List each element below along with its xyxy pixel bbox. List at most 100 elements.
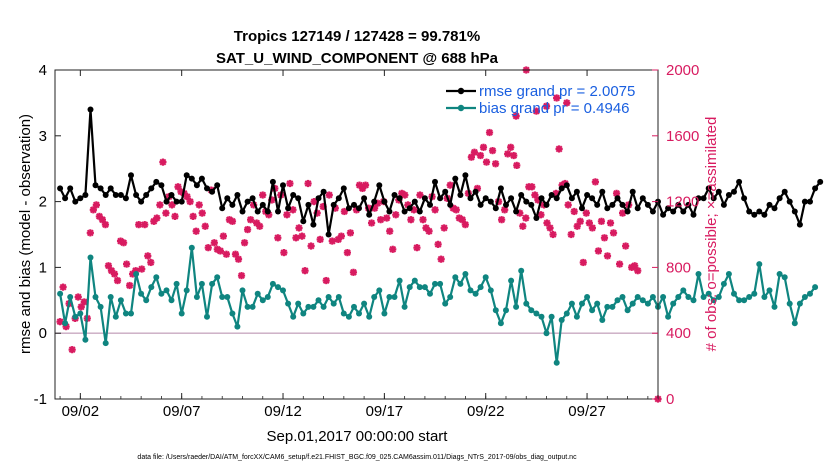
bias-point [158,290,165,297]
bias-point [639,297,646,304]
nobs-point [243,225,252,234]
nobs-point-stroke [153,214,161,222]
nobs-point-stroke [219,232,227,240]
nobs-point [216,247,224,255]
bias-point [315,297,322,304]
rmse-point [482,195,489,202]
bias-point [183,287,190,294]
nobs-point-stroke [504,150,512,158]
nobs-point [564,201,572,209]
nobs-point-stroke [280,249,288,257]
rmse-point [594,201,601,208]
rmse-point [320,188,327,195]
nobs-point-stroke [588,224,596,232]
bias-point [492,307,499,314]
nobs-point [240,239,249,247]
rmse-point [573,188,580,195]
nobs-point [292,234,300,242]
bias-point [356,310,362,317]
nobs-point-stroke [77,303,85,311]
rmse-point [315,195,322,202]
nobs-point [600,234,609,242]
rmse-point [776,195,783,202]
nobs-point [567,230,575,239]
bias-point [614,297,621,304]
rmse-point [634,205,641,212]
nobs-point-stroke [555,145,563,153]
rmse-point [731,188,737,195]
nobs-point-stroke [307,242,315,250]
y-axis-label: rmse and bias (model - observation) [17,114,34,354]
bias-point [665,313,672,320]
rmse-point [153,178,160,185]
nobs-point-stroke [610,229,617,237]
bias-point [710,297,717,304]
nobs-point [482,158,491,166]
rmse-point [533,215,540,221]
rmse-point [599,188,606,195]
rmse-point [817,178,824,185]
nobs-point-stroke [156,201,164,209]
nobs-point [597,217,606,225]
nobs-point-stroke [567,231,575,238]
nobs-point [573,222,581,230]
bias-point [128,310,134,317]
rmse-point [325,231,332,238]
rmse-point [807,198,813,205]
rmse-point [254,208,261,215]
nobs-point [328,237,336,245]
nobs-point [470,148,479,156]
rmse-point [340,185,347,192]
rmse-point [117,192,124,198]
bias-point [432,280,438,287]
nobs-point [579,258,587,267]
nobs-point-stroke [458,216,466,224]
legend-rmse-marker [457,87,465,95]
bias-point [801,294,808,300]
nobs-point-stroke [340,208,348,215]
nobs-point-stroke [616,260,623,268]
nobs-point-stroke [229,217,236,225]
rmse-point [619,201,626,208]
nobs-point [162,209,170,217]
nobs-point [585,219,593,227]
nobs-point [153,214,161,222]
bias-point [406,284,413,291]
nobs-point [74,293,82,301]
nobs-point-stroke [86,229,94,237]
nobs-point-stroke [507,143,515,151]
nobs-point-stroke [371,204,379,212]
rmse-point [791,208,798,215]
nobs-point-stroke [510,152,518,159]
bias-point [528,307,535,314]
nobs-point [186,198,194,206]
bias-point [462,271,469,277]
nobs-point-stroke [274,234,282,242]
nobs-point [237,272,246,280]
nobs-point-stroke [407,216,415,224]
bias-point [310,303,317,310]
nobs-point [274,234,282,242]
rmse-point [675,201,682,208]
nobs-point [546,224,554,232]
nobs-point-stroke [162,209,170,217]
rmse-point [285,205,292,212]
nobs-point-stroke [241,239,248,247]
nobs-point [295,224,303,232]
rmse-point [87,106,94,113]
nobs-point [401,191,409,199]
nobs-point [392,211,400,219]
nobs-point [531,191,539,199]
nobs-point-stroke [607,219,614,227]
bias-point [107,294,114,300]
nobs-point [631,262,639,270]
rmse-point [720,201,727,208]
nobs-point-stroke [416,191,424,199]
rmse-point [644,201,651,208]
nobs-point [168,201,176,209]
nobs-point-stroke [486,129,493,136]
nobs-point-stroke [80,298,88,306]
nobs-point [543,219,551,227]
nobs-point-stroke [223,250,230,258]
